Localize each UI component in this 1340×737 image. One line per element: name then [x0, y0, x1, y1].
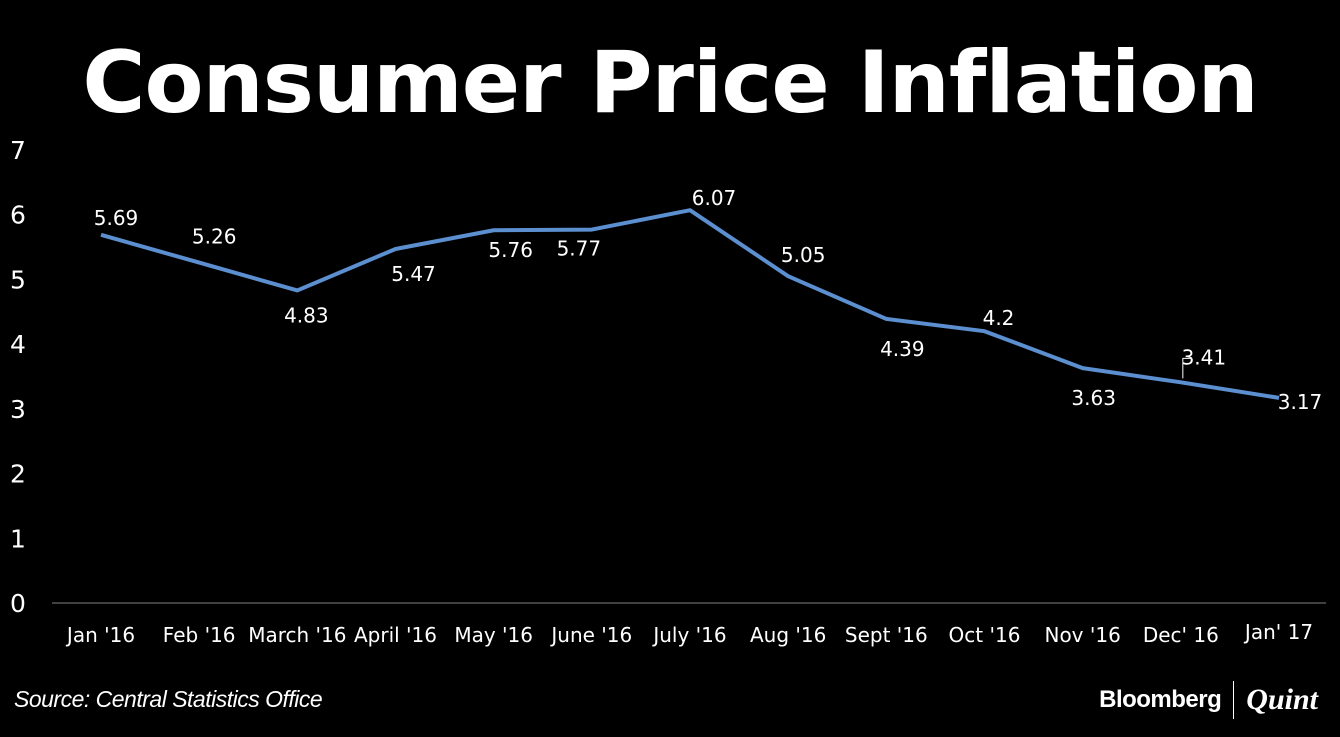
data-label: 4.39: [880, 337, 925, 361]
brand-divider: [1233, 681, 1235, 719]
data-label-leader: [1182, 357, 1191, 379]
x-tick-label: May '16: [454, 623, 533, 647]
brand-quint: Quint: [1246, 683, 1318, 716]
data-label: 5.47: [391, 262, 436, 286]
data-label: 3.41: [1182, 345, 1227, 369]
data-label: 4.83: [284, 303, 329, 327]
data-label: 3.63: [1071, 386, 1116, 410]
x-tick-label: April '16: [354, 623, 437, 647]
x-tick-label: Dec' 16: [1143, 623, 1219, 647]
x-tick-label: June '16: [549, 623, 632, 647]
x-tick-label: Jan' 17: [1243, 620, 1313, 644]
y-axis-ticks: 0 1 2 3 4 5 6 7: [10, 136, 26, 618]
data-label: 5.77: [557, 237, 602, 261]
y-tick-label: 7: [10, 136, 26, 165]
x-tick-label: Jan '16: [65, 623, 135, 647]
data-label: 6.07: [692, 186, 737, 210]
x-tick-label: Nov '16: [1044, 623, 1120, 647]
source-note: Source: Central Statistics Office: [14, 686, 323, 712]
y-tick-label: 1: [10, 524, 26, 553]
brand-bloomberg: Bloomberg: [1099, 686, 1222, 713]
y-tick-label: 4: [10, 330, 26, 359]
y-tick-label: 5: [10, 265, 26, 294]
x-tick-label: Oct '16: [949, 623, 1021, 647]
data-labels: 5.69 5.26 4.83 5.47 5.76 5.77 6.07 5.05 4.39 4.2 3…: [94, 186, 1323, 414]
data-label: 3.17: [1278, 390, 1323, 414]
data-label: 5.69: [94, 206, 139, 230]
x-tick-label: July '16: [651, 623, 726, 647]
data-label: 5.76: [488, 238, 533, 262]
y-tick-label: 3: [10, 395, 26, 424]
label-leaders: [1182, 357, 1191, 379]
chart-title: Consumer Price Inflation: [82, 33, 1258, 133]
y-tick-label: 2: [10, 460, 26, 489]
x-tick-label: Sept '16: [845, 623, 928, 647]
data-label: 5.26: [192, 225, 237, 249]
brand-logo: Bloomberg Quint: [1099, 680, 1318, 720]
data-label: 4.2: [983, 306, 1015, 330]
x-tick-label: March '16: [248, 623, 346, 647]
y-tick-label: 0: [10, 589, 26, 618]
series-line: [100, 208, 1280, 400]
x-tick-label: Feb '16: [163, 623, 236, 647]
x-axis-ticks: Jan '16 Feb '16 March '16 April '16 May '16 J…: [65, 620, 1313, 647]
x-tick-label: Aug '16: [750, 623, 826, 647]
data-label: 5.05: [781, 243, 826, 267]
y-tick-label: 6: [10, 201, 26, 230]
